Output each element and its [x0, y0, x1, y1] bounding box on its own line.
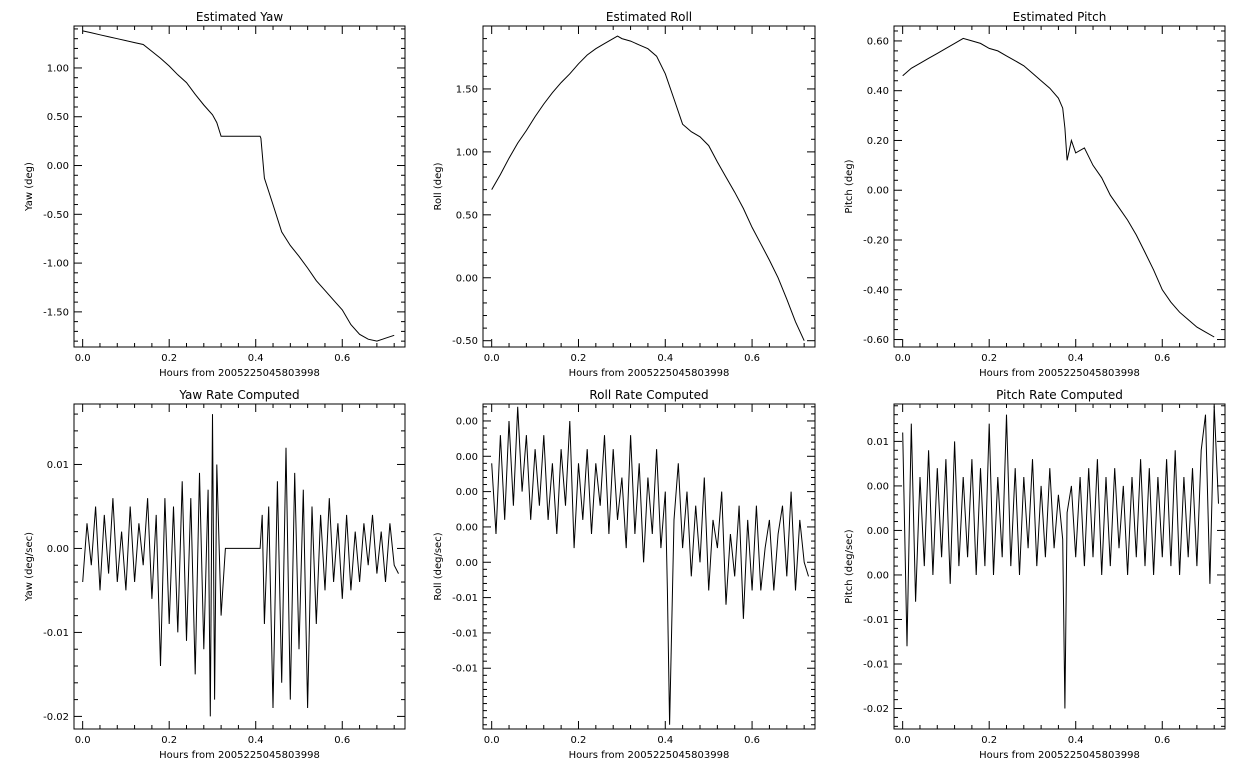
y-tick-label: -0.20	[863, 236, 889, 247]
x-tick-label: 0.6	[1154, 735, 1170, 746]
plot-frame	[73, 403, 406, 730]
x-axis-label: Hours from 2005225045803998	[979, 368, 1140, 379]
y-tick-label: 0.00	[456, 522, 478, 533]
x-tick-label: 0.0	[895, 735, 911, 746]
y-tick-label: -0.01	[43, 628, 69, 639]
y-tick-label: 0.40	[867, 86, 889, 97]
y-tick-label: 0.60	[867, 36, 889, 47]
y-tick-label: 0.50	[47, 112, 69, 123]
x-tick-label: 0.6	[1154, 353, 1170, 364]
chart-panel-4: Roll Rate Computed Hours from 20052250458…	[433, 388, 816, 761]
y-tick-label: 0.00	[47, 161, 69, 172]
y-tick-label: 0.50	[456, 210, 478, 221]
plot-frame	[893, 25, 1226, 348]
y-tick-label: 0.00	[456, 487, 478, 498]
y-tick-label: 0.00	[456, 452, 478, 463]
x-axis-label: Hours from 2005225045803998	[569, 368, 730, 379]
plot-frame	[482, 25, 816, 348]
y-tick-label: -0.01	[452, 593, 478, 604]
y-tick-label: -0.50	[452, 336, 478, 347]
y-tick-label: 0.01	[867, 437, 889, 448]
y-tick-label: 0.00	[867, 570, 889, 581]
x-tick-label: 0.2	[981, 353, 997, 364]
x-tick-label: 0.2	[571, 353, 587, 364]
chart-title: Roll Rate Computed	[589, 388, 708, 402]
chart-title: Pitch Rate Computed	[996, 388, 1123, 402]
chart-panel-3: Yaw Rate Computed Hours from 200522504580…	[24, 388, 406, 761]
x-tick-label: 0.0	[895, 353, 911, 364]
chart-title: Estimated Roll	[606, 10, 692, 24]
y-tick-label: 0.00	[456, 273, 478, 284]
y-tick-label: 0.20	[867, 136, 889, 147]
y-tick-label: 0.00	[867, 481, 889, 492]
chart-panel-5: Pitch Rate Computed Hours from 2005225045…	[844, 388, 1226, 761]
chart-panel-2: Estimated Pitch Hours from 20052250458039…	[844, 10, 1226, 379]
x-axis-label: Hours from 2005225045803998	[979, 750, 1140, 761]
y-axis-label: Roll (deg/sec)	[433, 532, 444, 600]
y-axis-label: Roll (deg)	[433, 162, 444, 210]
x-tick-label: 0.0	[75, 735, 91, 746]
series-line-0	[902, 405, 1219, 709]
x-tick-label: 0.2	[571, 735, 587, 746]
x-tick-label: 0.4	[248, 735, 264, 746]
x-axis-label: Hours from 2005225045803998	[159, 368, 320, 379]
x-tick-label: 0.4	[657, 735, 673, 746]
x-tick-label: 0.2	[161, 353, 177, 364]
y-tick-label: -0.01	[863, 660, 889, 671]
x-tick-label: 0.6	[744, 735, 760, 746]
x-tick-label: 0.2	[981, 735, 997, 746]
x-tick-label: 0.2	[161, 735, 177, 746]
y-tick-label: -1.00	[43, 259, 69, 270]
y-tick-label: 0.00	[456, 558, 478, 569]
x-tick-label: 0.6	[334, 353, 350, 364]
y-tick-label: -0.40	[863, 285, 889, 296]
x-axis-label: Hours from 2005225045803998	[569, 750, 730, 761]
x-tick-label: 0.0	[484, 735, 500, 746]
y-tick-label: -0.60	[863, 335, 889, 346]
y-tick-label: 1.50	[456, 84, 478, 95]
plot-frame	[482, 403, 816, 730]
chart-title: Estimated Pitch	[1013, 10, 1107, 24]
x-tick-label: 0.4	[248, 353, 264, 364]
x-tick-label: 0.6	[744, 353, 760, 364]
y-axis-label: Pitch (deg/sec)	[844, 529, 855, 604]
chart-panel-0: Estimated Yaw Hours from 2005225045803998…	[24, 10, 406, 379]
series-line-0	[491, 35, 805, 341]
y-axis-label: Yaw (deg)	[24, 162, 35, 212]
x-tick-label: 0.4	[1068, 353, 1084, 364]
y-tick-label: -0.01	[452, 628, 478, 639]
y-tick-label: -0.01	[863, 615, 889, 626]
y-tick-label: 0.00	[867, 186, 889, 197]
series-line-0	[82, 30, 395, 342]
y-tick-label: 0.00	[867, 526, 889, 537]
y-tick-label: -0.01	[452, 664, 478, 675]
y-axis-label: Pitch (deg)	[844, 159, 855, 213]
x-tick-label: 0.4	[657, 353, 673, 364]
series-line-0	[491, 406, 809, 725]
y-tick-label: -1.50	[43, 307, 69, 318]
y-axis-label: Yaw (deg/sec)	[24, 532, 35, 602]
y-tick-label: 0.00	[456, 416, 478, 427]
y-tick-label: 0.00	[47, 544, 69, 555]
x-tick-label: 0.6	[334, 735, 350, 746]
x-tick-label: 0.4	[1068, 735, 1084, 746]
y-tick-label: -0.02	[863, 704, 889, 715]
y-tick-label: 0.01	[47, 460, 69, 471]
y-tick-label: 1.00	[456, 147, 478, 158]
x-axis-label: Hours from 2005225045803998	[159, 750, 320, 761]
x-tick-label: 0.0	[75, 353, 91, 364]
chart-title: Yaw Rate Computed	[178, 388, 299, 402]
y-tick-label: -0.50	[43, 210, 69, 221]
series-line-0	[902, 37, 1215, 338]
y-tick-label: 1.00	[47, 63, 69, 74]
y-tick-label: -0.02	[43, 712, 69, 723]
chart-title: Estimated Yaw	[196, 10, 283, 24]
x-tick-label: 0.0	[484, 353, 500, 364]
plot-frame	[73, 25, 406, 348]
chart-panel-1: Estimated Roll Hours from 200522504580399…	[433, 10, 816, 379]
series-line-0	[82, 414, 399, 717]
